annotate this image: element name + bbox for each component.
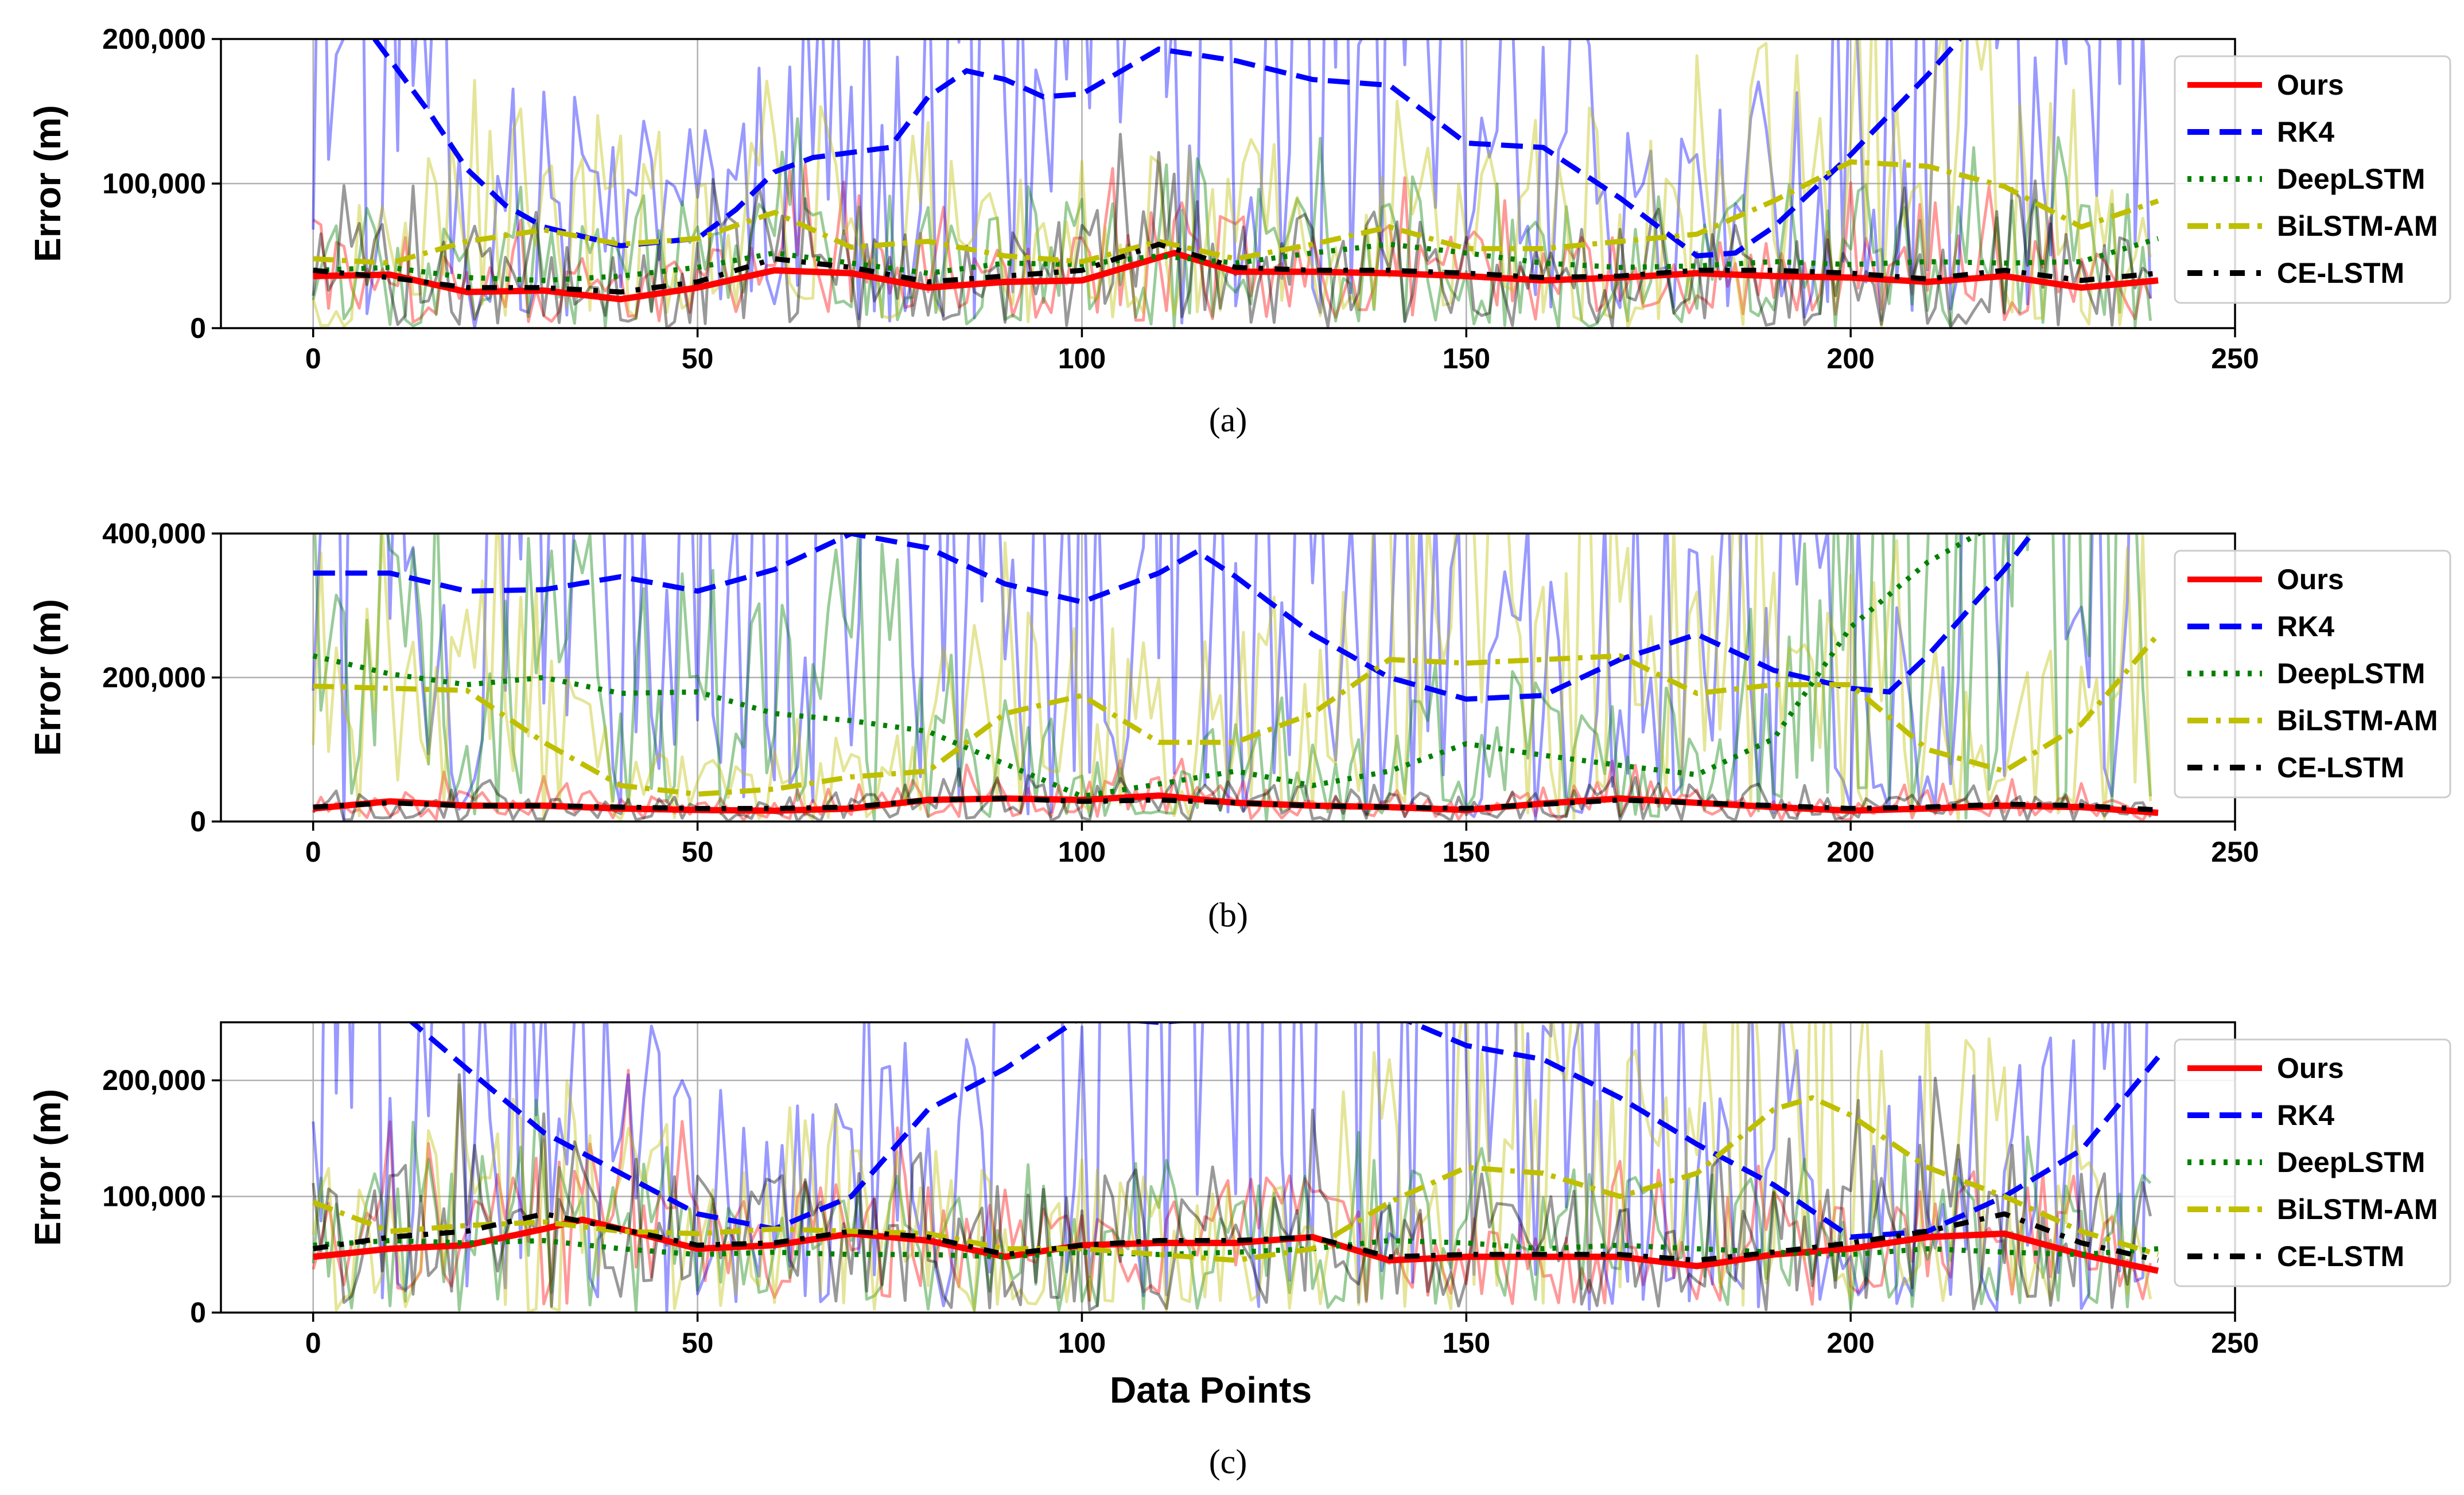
x-tick-label: 0 — [305, 1327, 321, 1359]
x-tick-label: 50 — [682, 836, 714, 868]
series-raw-bilstm-am — [312, 39, 2152, 328]
y-tick-label: 100,000 — [102, 1181, 206, 1213]
x-tick-label: 50 — [682, 1327, 714, 1359]
y-tick-label: 0 — [190, 1297, 206, 1329]
series-raw-ours — [312, 757, 2152, 822]
x-tick-label: 250 — [2211, 1327, 2259, 1359]
x-tick-label: 250 — [2211, 342, 2259, 375]
legend-label-ce-lstm: CE-LSTM — [2277, 752, 2404, 784]
chart-panel-3: 0 50 100 150 200 250 0 100,000 200,000 Error (m) D… — [27, 1021, 2451, 1481]
legend-label-ours: Ours — [2277, 69, 2344, 101]
series-raw-deeplstm — [313, 534, 2152, 822]
legend-label-rk4: RK4 — [2277, 1099, 2334, 1131]
legend-label-ce-lstm: CE-LSTM — [2277, 257, 2404, 289]
series-line-ce-lstm — [313, 1211, 2159, 1263]
series-raw-ce-lstm — [312, 1073, 2152, 1312]
y-tick-label: 0 — [190, 312, 206, 344]
y-tick-label: 0 — [190, 805, 206, 838]
series-line-rk4 — [408, 1022, 2160, 1240]
series-raw-ours — [312, 162, 2152, 324]
x-tick-label: 0 — [305, 342, 321, 375]
legend-label-deeplstm: DeepLSTM — [2277, 657, 2425, 690]
y-tick-label: 200,000 — [102, 23, 206, 55]
legend-label-rk4: RK4 — [2277, 116, 2334, 148]
series-line-ce-lstm — [313, 242, 2159, 295]
series-raw-ce-lstm — [312, 767, 2152, 822]
series-raw-deeplstm — [312, 117, 2152, 328]
legend-label-deeplstm: DeepLSTM — [2277, 163, 2425, 195]
x-axis-title: Data Points — [1110, 1369, 1312, 1411]
legend-label-ce-lstm: CE-LSTM — [2277, 1240, 2404, 1272]
series-line-rk4 — [313, 534, 2035, 702]
series-line-bilstm-am — [313, 159, 2159, 266]
x-tick-label: 200 — [1826, 342, 1874, 375]
series-raw-rk4 — [312, 534, 2131, 822]
x-tick-label: 200 — [1826, 1327, 1874, 1359]
legend-label-bilstm-am: BiLSTM-AM — [2277, 1193, 2438, 1225]
x-tick-label: 150 — [1443, 1327, 1490, 1359]
x-tick-label: 100 — [1058, 836, 1106, 868]
series-raw-bilstm-am — [312, 534, 2152, 822]
series-line-deeplstm — [312, 534, 1984, 799]
series-raw-rk4 — [312, 1022, 2148, 1313]
legend-label-bilstm-am: BiLSTM-AM — [2277, 704, 2438, 737]
x-tick-label: 100 — [1058, 342, 1106, 375]
panel-caption: (b) — [1208, 896, 1248, 934]
series-raw-bilstm-am — [312, 1022, 2152, 1313]
y-axis-title: Error (m) — [27, 1089, 68, 1246]
series-line-bilstm-am — [312, 1095, 2159, 1263]
x-tick-label: 50 — [682, 342, 714, 375]
y-axis-title: Error (m) — [27, 105, 68, 262]
x-tick-label: 100 — [1058, 1327, 1106, 1359]
x-tick-label: 200 — [1826, 836, 1874, 868]
legend: Ours RK4 DeepLSTM BiLSTM-AM CE-LSTM — [2174, 1038, 2451, 1287]
legend-label-bilstm-am: BiLSTM-AM — [2277, 210, 2438, 242]
legend-label-ours: Ours — [2277, 1052, 2344, 1084]
y-tick-label: 100,000 — [102, 168, 206, 200]
series-line-ours — [313, 250, 2159, 303]
y-tick-label: 200,000 — [102, 661, 206, 694]
y-axis-title: Error (m) — [27, 599, 68, 756]
y-tick-label: 400,000 — [102, 517, 206, 550]
x-tick-label: 0 — [305, 836, 321, 868]
legend-label-rk4: RK4 — [2277, 610, 2334, 643]
panel-caption: (a) — [1209, 401, 1247, 439]
series-line-ce-lstm — [313, 796, 2159, 813]
y-tick-label: 200,000 — [102, 1064, 206, 1096]
legend-label-ours: Ours — [2277, 563, 2344, 595]
series-raw-rk4 — [312, 39, 2152, 328]
series-raw-ours — [312, 1069, 2152, 1306]
panel-caption: (c) — [1209, 1443, 1247, 1481]
chart-panel-1: 0 50 100 150 200 250 0 100,000 200,000 Error (m) (… — [27, 23, 2451, 439]
x-tick-label: 150 — [1443, 836, 1490, 868]
series-line-deeplstm — [313, 236, 2159, 283]
legend: Ours RK4 DeepLSTM BiLSTM-AM CE-LSTM — [2174, 550, 2451, 799]
legend: Ours RK4 DeepLSTM BiLSTM-AM CE-LSTM — [2174, 55, 2451, 304]
chart-panel-2: 0 50 100 150 200 250 0 200,000 400,000 Error (m) (… — [27, 517, 2451, 934]
series-line-bilstm-am — [313, 632, 2160, 797]
x-tick-label: 150 — [1443, 342, 1490, 375]
x-tick-label: 250 — [2211, 836, 2259, 868]
legend-label-deeplstm: DeepLSTM — [2277, 1146, 2425, 1178]
